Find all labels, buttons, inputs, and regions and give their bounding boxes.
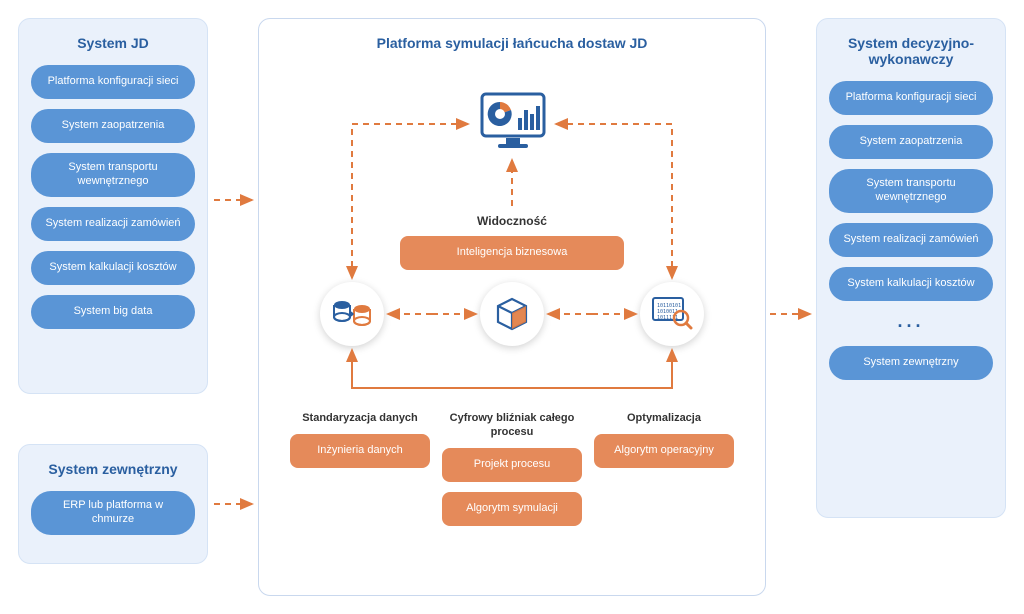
arrows-layer xyxy=(0,0,1024,614)
